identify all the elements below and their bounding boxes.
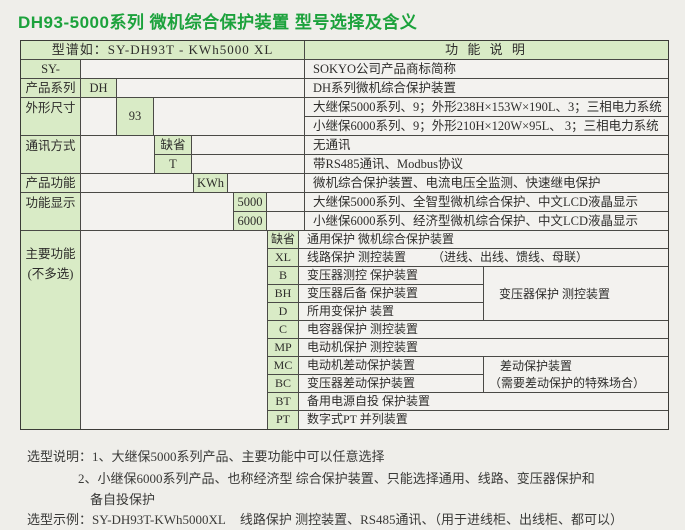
row-display-desc-1: 大继保5000系列、全智型微机综合保护、中文LCD液晶显示 xyxy=(305,193,668,212)
main-label-line2: (不多选) xyxy=(27,267,74,281)
header-model-spec: 型谱如：SY-DH93T - KWh5000 XL xyxy=(21,41,305,60)
code-cell-comm-default: 缺省 xyxy=(155,136,192,155)
row-display-label: 功能显示 xyxy=(21,193,81,231)
main-desc-mp: 电动机保护 测控装置 xyxy=(299,339,668,357)
header-function-desc: 功 能 说 明 xyxy=(305,41,668,60)
row-comm-desc-1: 无通讯 xyxy=(305,136,668,155)
main-desc-pt: 数字式PT 并列装置 xyxy=(299,411,668,429)
code-cell-93: 93 xyxy=(117,98,154,136)
merged-diff-line2: （需要差动保护的特殊场合） xyxy=(489,376,646,390)
code-cell-pt: PT xyxy=(268,411,299,429)
merged-transformer-cell: 变压器保护 测控装置 xyxy=(484,267,668,321)
code-cell-c: C xyxy=(268,321,299,339)
main-desc-xl: 线路保护 测控装置 （进线、出线、馈线、母联） xyxy=(299,249,668,267)
main-desc-xl-text: 线路保护 测控装置 xyxy=(307,250,407,264)
note-selection-line1: 选型说明：1、大继保5000系列产品、主要功能中可以任意选择 xyxy=(27,446,385,465)
note-example-desc: 线路保护 测控装置、RS485通讯、（用于进线柜、出线柜、都可以） xyxy=(239,512,624,527)
note-selection-line2: 2、小继保6000系列产品、也称经济型 综合保护装置、只能选择通用、线路、变压器… xyxy=(78,471,595,486)
row-main-label: 主要功能 (不多选) xyxy=(21,231,81,429)
note-example-model: SY-DH93T-KWh5000XL xyxy=(92,512,226,527)
code-cell-kwh: KWh xyxy=(194,174,228,193)
row-series-label: 产品系列 xyxy=(21,79,81,98)
code-cell-bt: BT xyxy=(268,393,299,411)
blank-cell xyxy=(228,174,305,193)
code-cell-mp: MP xyxy=(268,339,299,357)
model-selection-table: 型谱如：SY-DH93T - KWh5000 XL 功 能 说 明 SY- SO… xyxy=(20,40,669,430)
main-desc-bc: 变压器差动保护装置 xyxy=(299,375,484,393)
note-example-title: 选型示例： xyxy=(27,512,93,527)
code-cell-5000: 5000 xyxy=(234,193,267,212)
row-comm-desc-2: 带RS485通讯、Modbus协议 xyxy=(305,155,668,174)
blank-cell xyxy=(117,79,305,98)
note-selection-line3: 备自投保护 xyxy=(90,492,156,507)
row-sy-label: SY- xyxy=(21,60,81,79)
blank-cell xyxy=(192,136,305,155)
main-desc-bt: 备用电源自投 保护装置 xyxy=(299,393,668,411)
row-sy-desc: SOKYO公司产品商标简称 xyxy=(305,60,668,79)
note-selection-title: 选型说明： xyxy=(27,449,93,464)
main-desc-d: 所用变保护 装置 xyxy=(299,303,484,321)
main-desc-default: 通用保护 微机综合保护装置 xyxy=(299,231,668,249)
main-desc-bh: 变压器后备 保护装置 xyxy=(299,285,484,303)
row-size-label: 外形尺寸 xyxy=(21,98,81,136)
code-cell-bc: BC xyxy=(268,375,299,393)
blank-cell xyxy=(81,193,234,231)
merged-diff-cell: 差动保护装置 （需要差动保护的特殊场合） xyxy=(484,357,668,393)
main-desc-mc: 电动机差动保护装置 xyxy=(299,357,484,375)
blank-cell xyxy=(154,98,305,136)
page-title: DH93-5000系列 微机综合保护装置 型号选择及含义 xyxy=(18,13,418,32)
note-selection-item1: 1、大继保5000系列产品、主要功能中可以任意选择 xyxy=(92,449,385,464)
main-desc-xl-note: （进线、出线、馈线、母联） xyxy=(432,250,589,264)
code-cell-xl: XL xyxy=(268,249,299,267)
merged-diff-line1: 差动保护装置 xyxy=(500,359,573,373)
row-series-desc: DH系列微机综合保护装置 xyxy=(305,79,668,98)
row-display-desc-2: 小继保6000系列、经济型微机综合保护、中文LCD液晶显示 xyxy=(305,212,668,231)
code-cell-d: D xyxy=(268,303,299,321)
blank-cell xyxy=(81,174,194,193)
code-cell-6000: 6000 xyxy=(234,212,267,231)
row-function-label: 产品功能 xyxy=(21,174,81,193)
code-cell-bh: BH xyxy=(268,285,299,303)
code-cell-t: T xyxy=(155,155,192,174)
code-cell-mc: MC xyxy=(268,357,299,375)
code-cell-main-default: 缺省 xyxy=(268,231,299,249)
blank-cell xyxy=(81,136,155,174)
main-label-line1: 主要功能 xyxy=(25,247,76,261)
note-example-line: 选型示例：SY-DH93T-KWh5000XL 线路保护 测控装置、RS485通讯… xyxy=(27,509,623,528)
blank-cell xyxy=(192,155,305,174)
blank-cell xyxy=(81,98,117,136)
row-size-desc-1: 大继保5000系列、9；外形238H×153W×190L、3；三相电力系统 xyxy=(305,98,668,117)
blank-cell xyxy=(267,212,305,231)
main-desc-b: 变压器测控 保护装置 xyxy=(299,267,484,285)
code-cell-dh: DH xyxy=(81,79,117,98)
blank-cell xyxy=(267,193,305,212)
row-comm-label: 通讯方式 xyxy=(21,136,81,174)
code-cell-b: B xyxy=(268,267,299,285)
blank-cell xyxy=(81,231,268,429)
blank-cell xyxy=(81,60,305,79)
row-function-desc: 微机综合保护装置、电流电压全监测、快速继电保护 xyxy=(305,174,668,193)
main-desc-c: 电容器保护 测控装置 xyxy=(299,321,668,339)
row-size-desc-2: 小继保6000系列、9；外形210H×120W×95L、 3；三相电力系统 xyxy=(305,117,668,136)
